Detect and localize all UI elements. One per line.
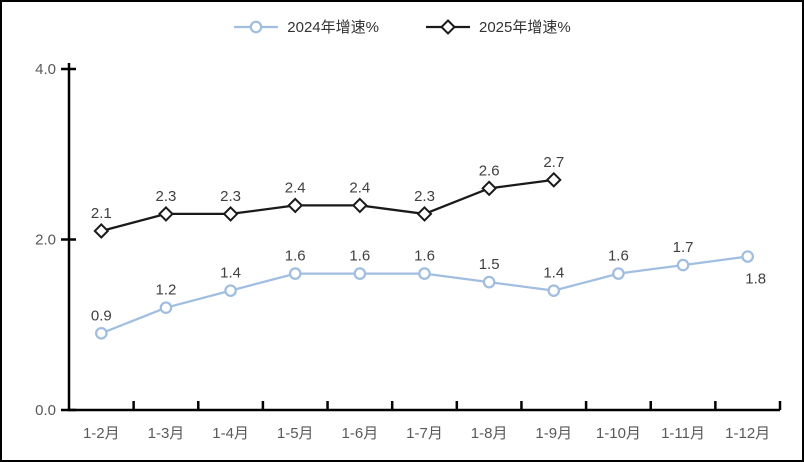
data-label: 2.1 xyxy=(91,205,112,222)
line-diamond-marker-icon xyxy=(425,18,471,36)
data-point-circle xyxy=(224,284,237,297)
line-circle-marker-icon xyxy=(233,18,279,36)
data-point-circle xyxy=(741,250,755,263)
legend-label-2024: 2024年增速% xyxy=(287,19,379,36)
series-line-2025年增速% xyxy=(101,178,554,233)
data-point-circle xyxy=(418,267,431,280)
x-tick-label: 1-9月 xyxy=(535,425,572,442)
data-point-circle xyxy=(676,258,690,272)
data-label: 2.3 xyxy=(156,188,177,205)
data-point-diamond xyxy=(545,171,562,188)
data-label: 1.6 xyxy=(608,248,629,265)
data-label: 1.2 xyxy=(156,282,177,299)
data-label: 0.9 xyxy=(91,307,112,324)
x-tick-label: 1-3月 xyxy=(148,425,185,442)
data-label: 2.6 xyxy=(479,162,500,179)
data-label: 1.4 xyxy=(220,265,241,282)
x-tick-label: 1-11月 xyxy=(661,425,705,442)
data-label: 1.6 xyxy=(349,248,370,265)
data-point-circle xyxy=(612,267,625,280)
data-label: 2.3 xyxy=(220,188,241,205)
x-tick-label: 1-7月 xyxy=(406,425,443,442)
data-point-diamond xyxy=(287,197,304,214)
x-tick-label: 1-8月 xyxy=(471,425,508,442)
y-tick-label: 2.0 xyxy=(35,232,56,249)
data-label: 1.6 xyxy=(285,248,306,265)
x-tick-label: 1-12月 xyxy=(725,425,770,442)
legend-item-2025: 2025年增速% xyxy=(425,16,571,37)
x-tick-label: 1-4月 xyxy=(212,425,249,442)
data-label: 1.5 xyxy=(479,256,500,273)
x-tick-label: 1-5月 xyxy=(277,425,314,442)
x-tick-label: 1-10月 xyxy=(596,425,641,442)
data-label: 1.7 xyxy=(673,239,694,256)
data-label: 2.3 xyxy=(414,188,435,205)
data-point-circle xyxy=(482,275,496,289)
data-label: 2.4 xyxy=(285,179,306,196)
y-tick-label: 4.0 xyxy=(35,61,56,78)
legend: 2024年增速% 2025年增速% xyxy=(2,16,802,37)
data-label: 2.4 xyxy=(349,179,370,196)
data-point-circle xyxy=(353,267,367,280)
data-point-circle xyxy=(94,326,108,340)
data-label: 1.8 xyxy=(745,271,766,288)
data-point-diamond xyxy=(222,206,239,222)
data-point-diamond xyxy=(158,206,174,222)
data-point-diamond xyxy=(481,180,498,197)
data-label: 1.4 xyxy=(543,265,564,282)
y-tick-label: 0.0 xyxy=(35,402,56,419)
data-point-diamond xyxy=(351,197,368,214)
legend-item-2024: 2024年增速% xyxy=(233,16,379,37)
x-tick-label: 1-2月 xyxy=(83,425,120,442)
legend-label-2025: 2025年增速% xyxy=(479,19,571,36)
data-point-diamond xyxy=(93,223,110,239)
data-label: 1.6 xyxy=(414,248,435,265)
data-point-circle xyxy=(159,301,173,315)
x-tick-label: 1-6月 xyxy=(342,425,379,442)
data-point-circle xyxy=(288,267,302,280)
data-label: 2.7 xyxy=(543,154,564,171)
data-point-circle xyxy=(547,284,561,297)
data-point-diamond xyxy=(416,206,433,222)
